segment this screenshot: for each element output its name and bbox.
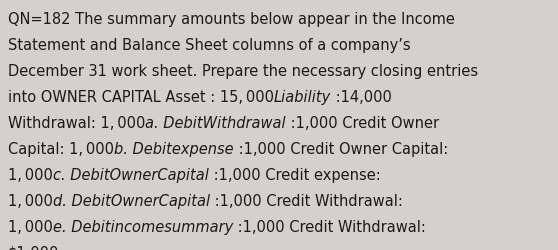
Text: $1,000: $1,000 <box>8 245 59 250</box>
Text: :1,000 Credit expense:: :1,000 Credit expense: <box>209 167 381 182</box>
Text: :1,000 Credit Withdrawal:: :1,000 Credit Withdrawal: <box>233 219 426 234</box>
Text: 1, 000: 1, 000 <box>8 193 53 208</box>
Text: a. DebitWithdrawal: a. DebitWithdrawal <box>146 116 286 130</box>
Text: December 31 work sheet. Prepare the necessary closing entries: December 31 work sheet. Prepare the nece… <box>8 64 478 79</box>
Text: Capital: 1, 000: Capital: 1, 000 <box>8 142 114 156</box>
Text: QN=182 The summary amounts below appear in the Income: QN=182 The summary amounts below appear … <box>8 12 455 27</box>
Text: :14,000: :14,000 <box>331 90 392 104</box>
Text: e. Debitincomesummary: e. Debitincomesummary <box>53 219 233 234</box>
Text: d. DebitOwnerCapital: d. DebitOwnerCapital <box>53 193 210 208</box>
Text: 1, 000: 1, 000 <box>8 219 53 234</box>
Text: :1,000 Credit Owner Capital:: :1,000 Credit Owner Capital: <box>234 142 448 156</box>
Text: Statement and Balance Sheet columns of a company’s: Statement and Balance Sheet columns of a… <box>8 38 411 53</box>
Text: :1,000 Credit Withdrawal:: :1,000 Credit Withdrawal: <box>210 193 403 208</box>
Text: :1,000 Credit Owner: :1,000 Credit Owner <box>286 116 439 130</box>
Text: Withdrawal: 1, 000: Withdrawal: 1, 000 <box>8 116 146 130</box>
Text: 1, 000: 1, 000 <box>8 167 53 182</box>
Text: Liability: Liability <box>274 90 331 104</box>
Text: into OWNER CAPITAL Asset : 15, 000: into OWNER CAPITAL Asset : 15, 000 <box>8 90 274 104</box>
Text: b. Debitexpense: b. Debitexpense <box>114 142 234 156</box>
Text: c. DebitOwnerCapital: c. DebitOwnerCapital <box>53 167 209 182</box>
